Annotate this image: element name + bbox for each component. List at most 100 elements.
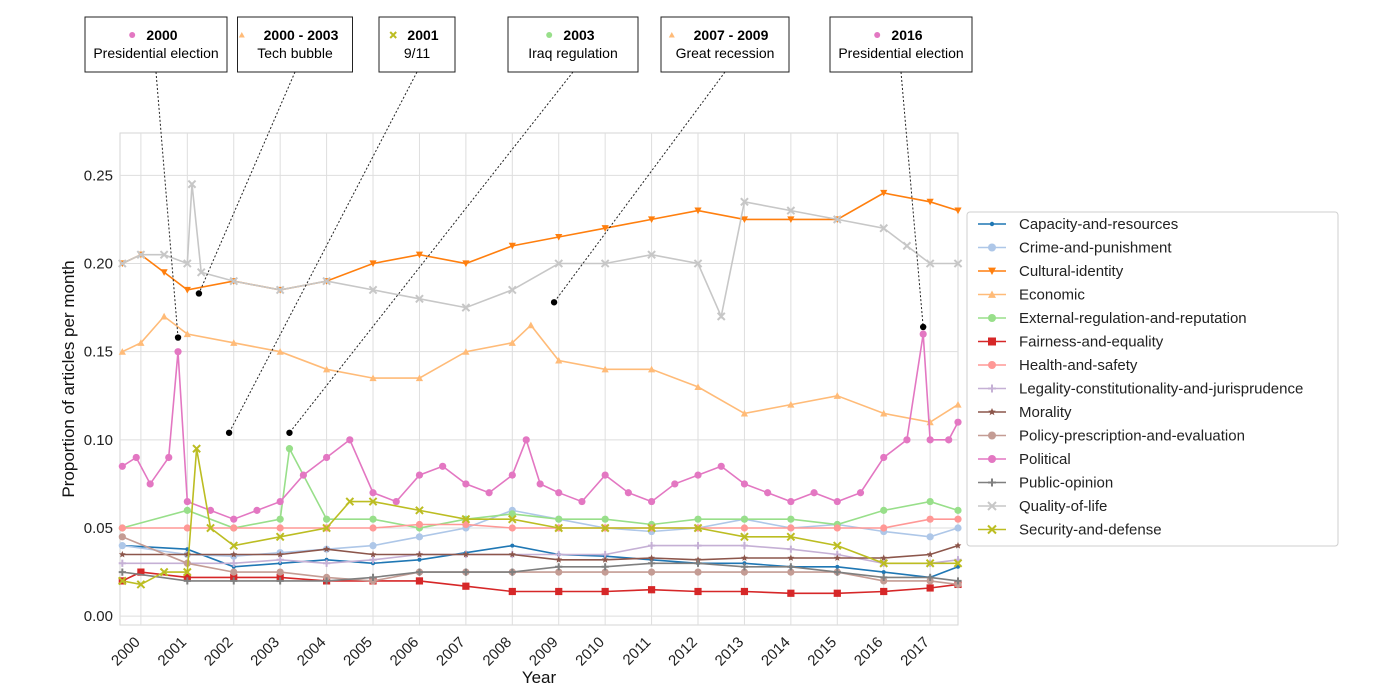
data-point (299, 471, 307, 479)
data-point (880, 189, 888, 197)
data-point (507, 514, 517, 524)
data-point (276, 348, 284, 355)
data-point (508, 568, 516, 576)
legend-label: External-regulation-and-reputation (1019, 310, 1247, 327)
data-point (415, 471, 424, 479)
data-point (462, 480, 470, 488)
data-point (146, 480, 154, 488)
data-point (416, 550, 423, 558)
legend-item: External-regulation-and-reputation (978, 310, 1247, 327)
data-point (183, 259, 192, 268)
data-point (369, 573, 377, 581)
annotation-point (550, 299, 558, 306)
data-point (508, 510, 516, 518)
data-point (462, 348, 470, 355)
annotation-leader (289, 71, 574, 434)
data-point (555, 515, 563, 523)
data-point (647, 497, 656, 506)
legend-frame (966, 211, 1339, 547)
series-public-opinion (118, 559, 962, 585)
data-point (787, 400, 795, 408)
data-point (230, 577, 238, 585)
data-point (229, 541, 239, 550)
data-point (694, 556, 702, 563)
annotation: 2003 Iraq regulation (286, 16, 639, 436)
data-point (880, 453, 888, 462)
annotation: 2016 Presidential election (829, 16, 973, 331)
data-point (880, 554, 888, 561)
legend-marker (988, 455, 996, 463)
legend-marker (988, 478, 996, 487)
data-point (648, 554, 655, 561)
annotation: 2007 - 2009 Great recession (550, 16, 790, 306)
x-tick-label: 2009 (526, 634, 562, 670)
data-point (880, 524, 888, 532)
annotation-label: Iraq regulation (528, 45, 618, 61)
data-point (174, 348, 182, 356)
x-axis-title: Year (522, 668, 557, 687)
y-tick-label: 0.15 (84, 344, 113, 361)
data-point (322, 276, 331, 286)
data-point (183, 567, 192, 577)
annotation: 2000 Presidential election (84, 16, 228, 341)
data-point (346, 436, 354, 444)
data-point (461, 514, 471, 524)
data-point (183, 577, 191, 585)
data-point (392, 497, 400, 506)
data-point (601, 568, 609, 576)
data-point (647, 523, 656, 533)
data-point (554, 523, 564, 533)
annotation-box (507, 16, 639, 73)
x-tick-label: 2006 (387, 634, 423, 670)
data-point (919, 330, 927, 338)
x-tick-label: 2005 (340, 634, 376, 670)
legend-item: Cultural-identity (978, 263, 1124, 280)
data-point (276, 577, 284, 585)
data-point (740, 532, 749, 542)
data-point (536, 480, 544, 488)
data-point (187, 179, 197, 189)
legend-label: Security-and-defense (1019, 522, 1162, 539)
legend-label: Political (1019, 451, 1071, 468)
data-point (196, 268, 206, 277)
legend-marker (988, 267, 996, 275)
legend-item: Political (978, 451, 1071, 468)
legend-item: Legality-constitutionality-and-jurisprud… (978, 381, 1303, 398)
data-point (880, 587, 888, 596)
data-point (485, 489, 493, 497)
legend-marker (988, 243, 996, 252)
data-point (694, 542, 702, 550)
data-point (183, 330, 191, 338)
data-point (740, 480, 749, 488)
data-point (527, 321, 535, 329)
data-point (833, 392, 841, 399)
data-point (183, 286, 191, 294)
x-tick-label: 2010 (572, 634, 608, 670)
data-point (555, 356, 563, 364)
data-point (322, 365, 331, 373)
legend-label: Public-opinion (1019, 475, 1113, 492)
x-tick-label: 2001 (155, 634, 191, 670)
legend-label: Capacity-and-resources (1019, 216, 1178, 233)
data-point (118, 568, 126, 576)
data-point (118, 533, 126, 541)
data-point (276, 515, 284, 523)
data-point (902, 241, 912, 251)
data-point (369, 542, 377, 550)
data-point (137, 339, 145, 346)
data-point (740, 197, 749, 207)
data-point (945, 436, 953, 444)
data-point (601, 556, 609, 563)
data-point (879, 558, 889, 568)
data-point (230, 550, 238, 558)
legend-label: Health-and-safety (1019, 357, 1138, 374)
data-point (322, 559, 331, 567)
data-point (415, 533, 424, 541)
data-point (954, 524, 962, 532)
data-point (415, 374, 424, 382)
data-point (230, 559, 238, 567)
data-point (192, 444, 201, 453)
data-point (415, 506, 424, 515)
data-point (508, 242, 516, 250)
annotation: 2001 9/11 (225, 16, 456, 436)
